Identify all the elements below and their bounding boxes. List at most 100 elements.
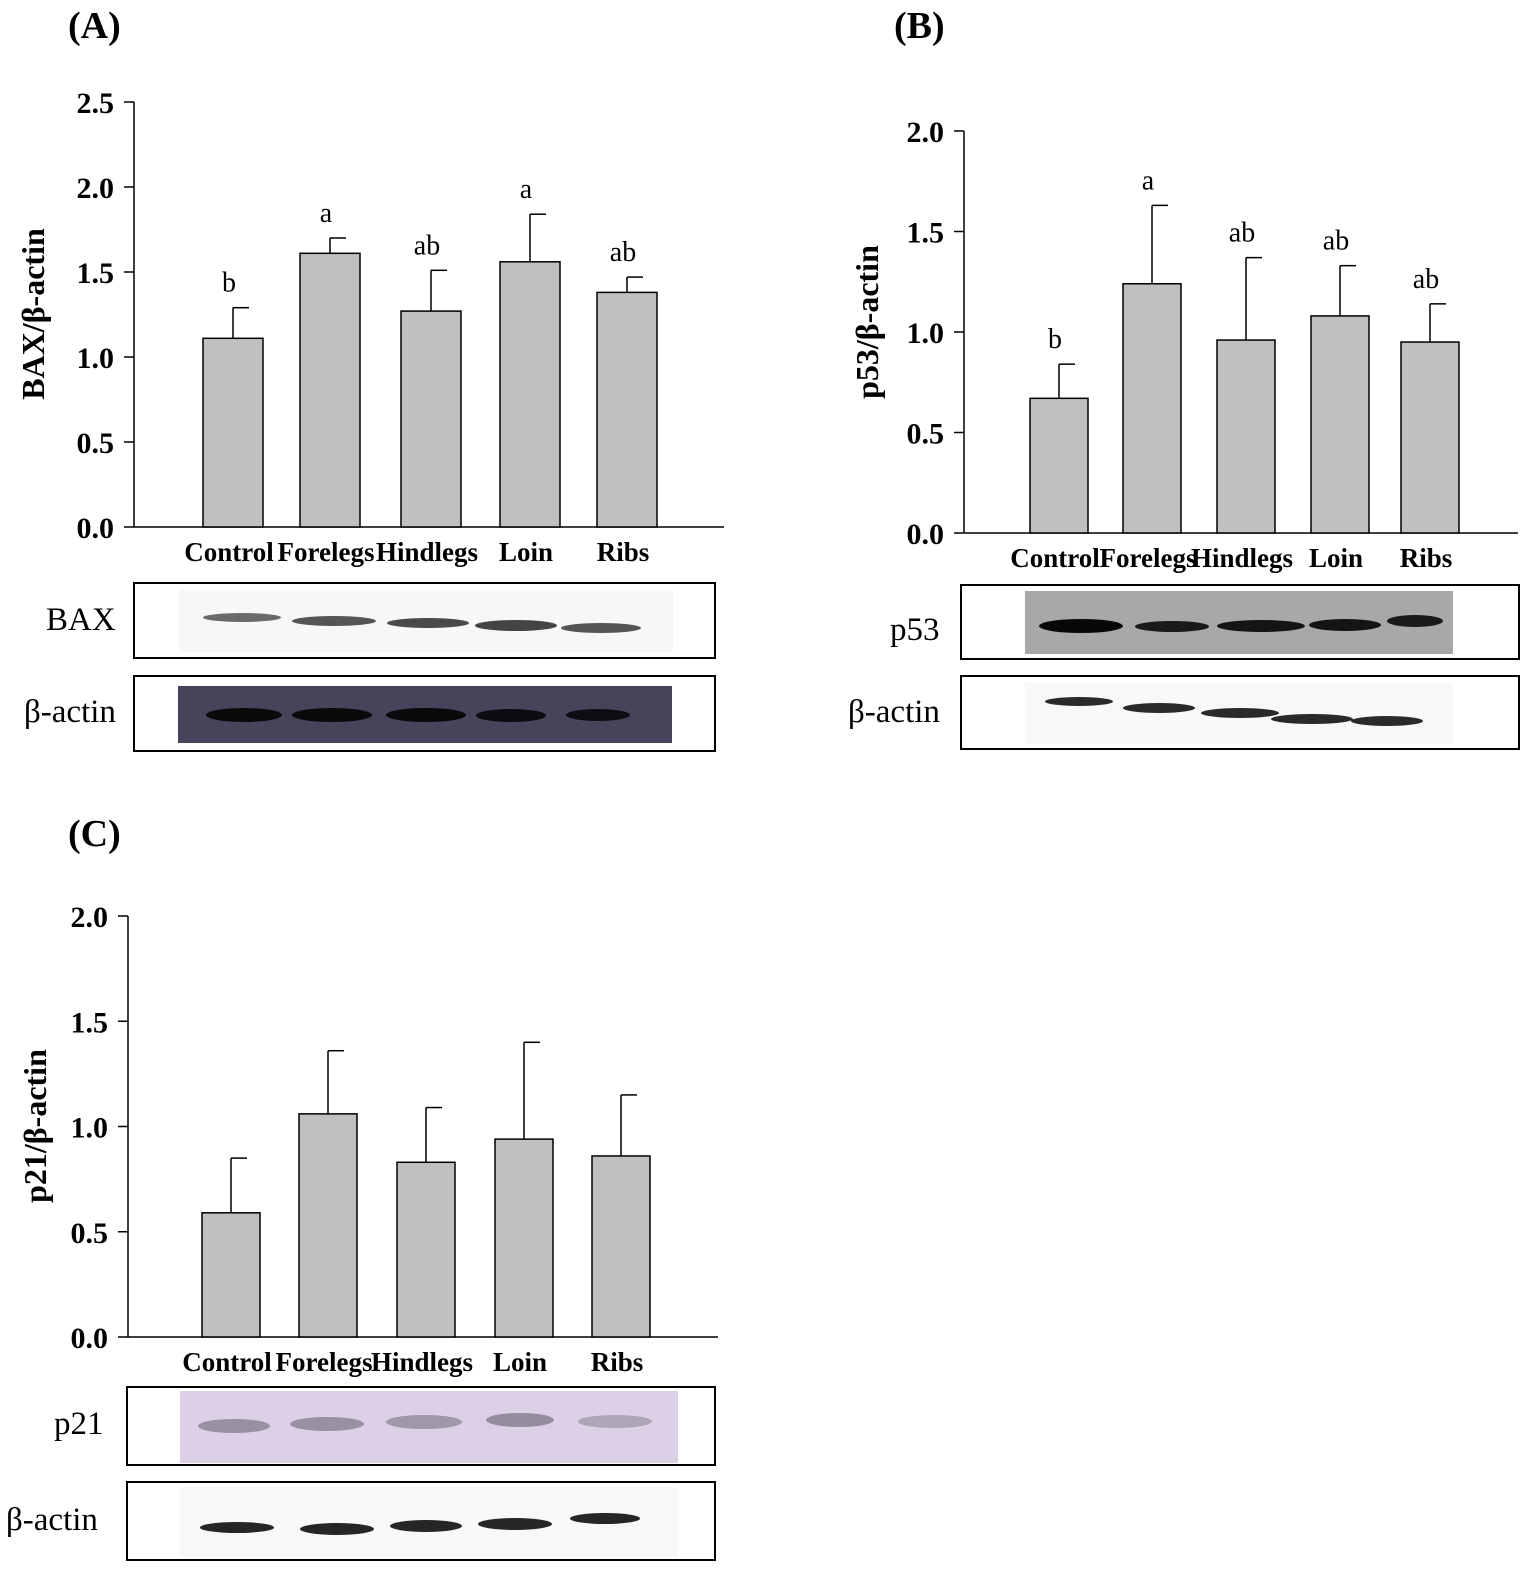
band [292, 708, 372, 722]
bar [1216, 339, 1276, 534]
blot-box-actin-c [126, 1481, 716, 1561]
x-tick-label: Control [1010, 543, 1100, 573]
band [578, 1415, 652, 1428]
significance-letter: ab [610, 237, 636, 268]
band [1123, 703, 1195, 713]
significance-letter: ab [1229, 218, 1255, 249]
blot-label-p53: p53 [890, 612, 940, 648]
bar [202, 337, 264, 528]
y-tick-label: 0.0 [71, 1322, 109, 1355]
y-tick-label: 1.5 [77, 257, 115, 290]
band [1387, 615, 1443, 627]
band [386, 1415, 462, 1429]
y-tick-label: 1.0 [907, 317, 945, 350]
band [478, 1518, 552, 1530]
x-tick-label: Control [184, 537, 274, 567]
x-tick-label: Loin [1309, 543, 1363, 573]
blot-strip-p21 [180, 1391, 678, 1463]
band [386, 708, 466, 722]
blot-label-actin-c: β-actin [6, 1502, 98, 1538]
blot-strip-bax [179, 590, 673, 652]
band [1271, 714, 1353, 724]
y-tick-label: 1.0 [71, 1112, 109, 1145]
significance-letter: a [320, 198, 333, 229]
significance-letter: a [520, 174, 533, 205]
blot-label-p21: p21 [54, 1406, 104, 1442]
y-tick-label: 2.0 [907, 116, 945, 149]
y-tick-label: 0.5 [71, 1217, 109, 1250]
y-axis-title: BAX/β-actin [15, 228, 51, 400]
x-tick-label: Forelegs [276, 1347, 373, 1377]
band [1309, 619, 1381, 631]
significance-letter: ab [1323, 226, 1349, 257]
bar [591, 1155, 651, 1338]
x-tick-label: Hindlegs [1191, 543, 1293, 573]
blot-label-bax: BAX [46, 602, 116, 638]
blot-label-actin-b: β-actin [848, 694, 940, 730]
y-tick-label: 1.5 [907, 217, 945, 250]
y-tick-label: 2.0 [71, 901, 109, 934]
x-tick-label: Forelegs [278, 537, 375, 567]
y-tick-label: 0.5 [907, 418, 945, 451]
bar [499, 261, 561, 528]
x-tick-label: Ribs [1400, 543, 1453, 573]
y-axis-title: p21/β-actin [17, 1049, 53, 1203]
x-tick-label: Ribs [597, 537, 650, 567]
y-tick-label: 0.5 [77, 427, 115, 460]
band [570, 1513, 640, 1524]
band [475, 620, 557, 631]
bar [1122, 283, 1182, 534]
blot-box-bax [133, 582, 716, 659]
bar [299, 252, 361, 528]
blot-strip-actin-b [1025, 683, 1453, 744]
x-tick-label: Forelegs [1100, 543, 1197, 573]
band [292, 616, 376, 626]
band [1039, 619, 1123, 633]
y-tick-label: 0.0 [77, 512, 115, 545]
significance-letter: ab [1413, 264, 1439, 295]
band [1135, 621, 1209, 632]
band [290, 1417, 364, 1431]
band [387, 618, 469, 628]
significance-letter: b [222, 268, 236, 299]
bar [298, 1113, 358, 1338]
band [566, 709, 630, 721]
bar [596, 291, 658, 528]
x-tick-label: Hindlegs [376, 537, 478, 567]
significance-letter: b [1048, 324, 1062, 355]
blot-strip-actin-c [180, 1487, 678, 1557]
x-tick-label: Hindlegs [371, 1347, 473, 1377]
y-tick-label: 1.5 [71, 1006, 109, 1039]
y-tick-label: 1.0 [77, 342, 115, 375]
panel-label-c: (C) [68, 813, 121, 855]
blot-label-actin-a: β-actin [24, 694, 116, 730]
bar [1310, 315, 1370, 534]
blot-strip-p53 [1025, 591, 1453, 654]
panel-label-a: (A) [68, 5, 121, 47]
band [1045, 697, 1113, 706]
significance-letter: ab [414, 230, 440, 261]
band [300, 1523, 374, 1535]
band [198, 1419, 270, 1433]
blot-box-actin-b [960, 675, 1520, 750]
x-tick-label: Control [182, 1347, 272, 1377]
x-tick-label: Ribs [591, 1347, 644, 1377]
blot-box-p53 [960, 584, 1520, 660]
band [1201, 708, 1279, 718]
bar [400, 310, 462, 528]
bar [1029, 397, 1089, 534]
band [206, 708, 282, 722]
y-tick-label: 0.0 [907, 518, 945, 551]
y-tick-label: 2.5 [77, 87, 115, 120]
significance-letter: a [1142, 165, 1155, 196]
blot-box-p21 [126, 1386, 716, 1466]
y-tick-label: 2.0 [77, 172, 115, 205]
bar [494, 1138, 554, 1338]
band [561, 623, 641, 633]
band [1217, 620, 1305, 632]
x-tick-label: Loin [499, 537, 553, 567]
bar [201, 1212, 261, 1338]
band [203, 613, 281, 622]
blot-strip-actin-a [178, 686, 672, 743]
